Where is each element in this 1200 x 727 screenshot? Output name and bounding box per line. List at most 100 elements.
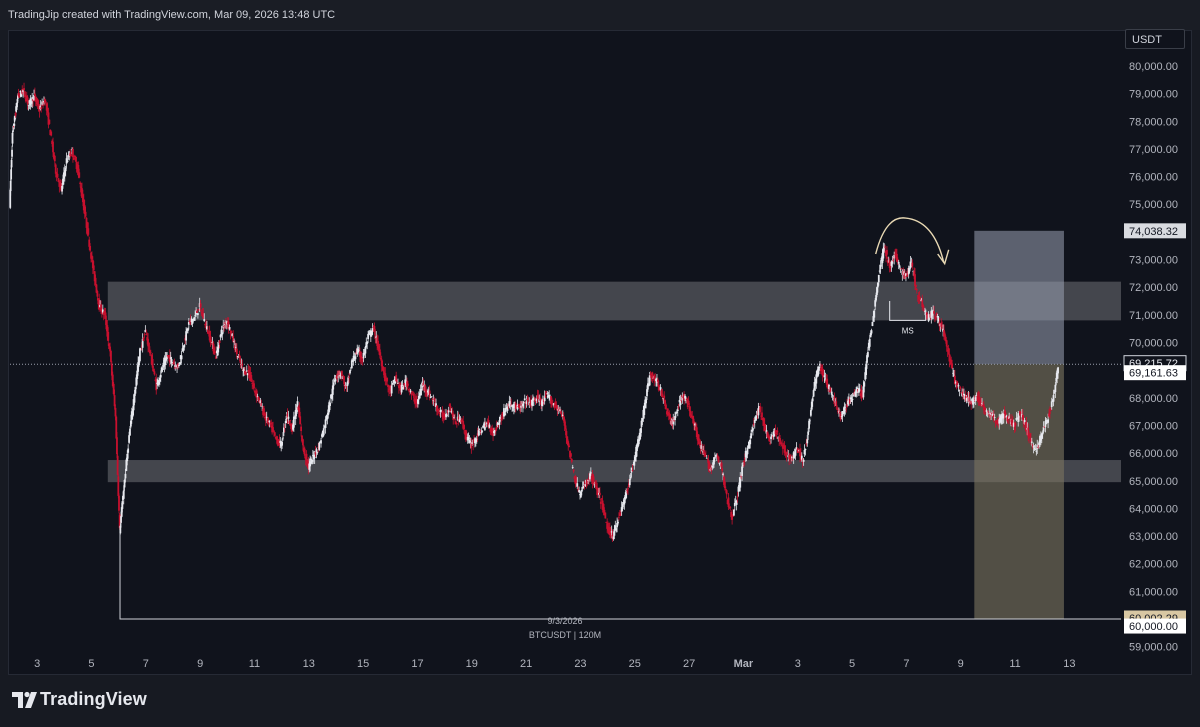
candle-1167 [1055,372,1058,386]
candle-828 [748,440,751,450]
candle-321 [289,419,292,426]
candle-663 [599,486,601,500]
candle-174 [156,378,159,390]
candle-1164 [1052,389,1055,407]
candle-863 [780,439,782,447]
candle-1126 [1018,415,1021,422]
candle-200 [179,355,182,365]
candle-1095 [990,409,992,420]
candle-1084 [980,396,983,408]
candle-267 [240,358,243,369]
candle-293 [263,412,266,420]
candle-333 [300,423,303,437]
candle-1063 [961,388,963,397]
candle-960 [867,339,870,351]
candle-723 [653,374,656,387]
candle-1024 [925,311,928,321]
candle-464 [418,388,421,399]
candle-38 [35,96,38,107]
candle-230 [206,325,209,335]
candle-428 [386,377,389,386]
candle-914 [826,374,829,389]
candle-641 [579,490,581,500]
candle-466 [420,382,423,396]
candle-106 [97,298,100,310]
candle-432 [389,384,392,397]
candle-722 [652,376,655,379]
candle-415 [374,329,377,344]
candle-721 [651,371,654,383]
candle-221 [198,297,201,313]
candle-945 [854,391,857,397]
candle-962 [869,330,872,338]
candle-334 [301,435,303,443]
candle-690 [623,496,626,510]
candle-763 [689,406,692,418]
candle-1104 [998,413,1001,430]
candle-994 [898,263,901,269]
candle-258 [232,330,235,343]
candle-1067 [964,390,967,402]
y-tick-label-21: 59,000.00 [1129,642,1178,654]
candle-1064 [962,386,964,400]
tradingview-logo-text: TradingView [40,689,147,709]
candle-83 [76,161,79,176]
candle-1037 [937,316,940,324]
candle-97 [89,243,92,253]
candle-18 [17,88,20,98]
candle-541 [488,422,491,429]
candle-475 [428,385,431,401]
candle-121 [110,361,113,381]
candle-123 [112,382,115,396]
candle-630 [569,450,571,459]
candle-767 [693,418,695,431]
candle-407 [367,330,370,343]
candle-37 [34,95,37,106]
candle-463 [417,391,420,405]
candle-1155 [1044,416,1047,433]
candle-216 [194,310,197,321]
candle-802 [724,486,727,493]
position-layer [974,230,1064,619]
candle-881 [796,447,799,454]
candle-927 [838,407,840,417]
symbol-label: BTCUSDT | 120M [529,630,601,640]
candle-75 [69,148,72,159]
candle-578 [522,400,524,413]
candle-343 [309,455,312,472]
candle-395 [356,344,359,357]
candle-570 [514,401,517,413]
candle-336 [302,445,305,455]
candle-784 [708,461,711,473]
currency-selector[interactable]: USDT [1125,29,1185,49]
candle-426 [384,367,387,386]
candle-576 [520,400,523,412]
candle-90 [82,193,85,214]
candle-568 [512,401,515,415]
candle-964 [871,321,874,327]
candle-929 [839,412,842,422]
candle-3 [10,157,13,172]
candle-712 [643,402,646,419]
candle-632 [570,458,573,464]
candle-637 [575,476,578,487]
candle-351 [316,451,319,455]
candle-506 [456,410,459,421]
candle-63 [58,179,61,193]
candle-658 [594,480,597,487]
candle-549 [495,420,498,432]
candle-849 [767,432,770,439]
candle-367 [330,388,333,404]
candle-1151 [1040,432,1043,444]
candle-141 [126,450,129,466]
candle-870 [786,448,789,455]
candle-381 [343,376,346,392]
candle-1056 [954,380,957,388]
x-tick-label-0: 3 [34,658,40,670]
candle-330 [297,405,300,412]
candle-946 [855,386,858,398]
candle-789 [713,457,715,468]
candle-310 [279,436,282,449]
candle-728 [657,381,660,392]
